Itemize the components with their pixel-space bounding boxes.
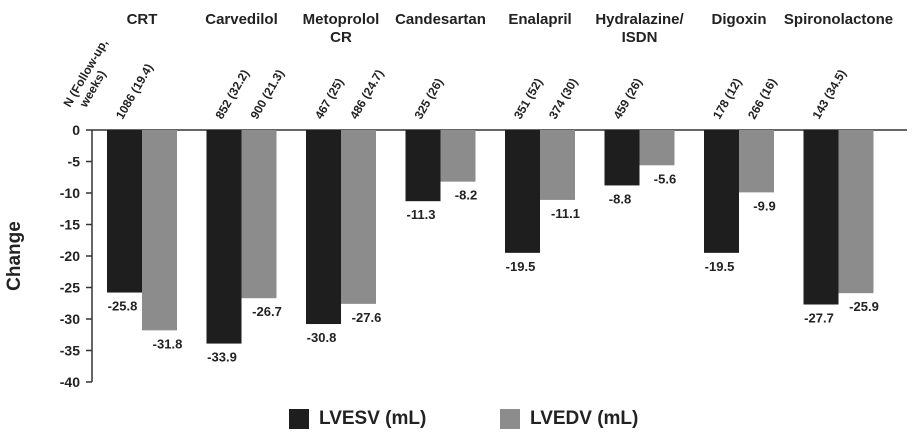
category-label: Candesartan [395, 11, 486, 28]
data-label: -5.6 [654, 171, 676, 186]
bar-lvedv [142, 130, 177, 331]
legend-swatch-lvesv [289, 409, 309, 429]
data-label: -9.9 [753, 198, 775, 213]
category-label: Metoprolol CR [303, 11, 380, 46]
n-label: 351 (52) [511, 76, 545, 122]
n-label: 374 (30) [546, 76, 580, 122]
bar-lvesv [803, 130, 839, 305]
category-label: Carvedilol [205, 11, 278, 28]
category-label: Spironolactone [784, 11, 893, 28]
y-tick-label: -25 [60, 280, 80, 296]
y-tick-label: -5 [68, 154, 81, 170]
category-label: Digoxin [712, 11, 767, 28]
legend-item-lvedv: LVEDV (mL) [500, 408, 638, 430]
y-tick-label: 0 [72, 122, 80, 138]
data-label: -25.9 [849, 299, 879, 314]
bar-lvedv [838, 130, 874, 294]
y-axis-label: Change [4, 221, 25, 291]
bar-lvesv [505, 130, 540, 253]
data-label: -33.9 [207, 350, 237, 365]
bar-lvedv [341, 130, 376, 304]
data-label: -30.8 [307, 330, 337, 345]
bar-lvedv [540, 130, 575, 200]
data-label: -11.3 [407, 207, 436, 222]
y-tick-label: -20 [60, 248, 80, 264]
n-label: 178 (12) [710, 76, 744, 122]
bar-lvesv [206, 130, 242, 344]
y-tick-label: -40 [60, 374, 80, 390]
data-label: -25.8 [108, 299, 138, 314]
category-label: Hydralazine/ISDN [595, 11, 684, 46]
n-label: 143 (34.5) [809, 67, 848, 121]
y-tick-label: -30 [60, 311, 80, 327]
n-label: 467 (25) [312, 76, 346, 122]
n-label: 325 (26) [411, 76, 445, 122]
n-label: 852 (32.2) [212, 67, 251, 121]
data-label: -27.6 [352, 310, 382, 325]
n-label: 266 (16) [745, 76, 779, 122]
y-tick-label: -10 [60, 185, 80, 201]
data-label: -11.1 [551, 206, 580, 221]
data-label: -8.8 [609, 191, 631, 206]
legend: LVESV (mL) LVEDV (mL) [0, 408, 923, 438]
legend-item-lvesv: LVESV (mL) [289, 408, 426, 430]
n-label: 1086 (19.4) [113, 61, 156, 121]
n-label: 900 (21.3) [247, 67, 286, 121]
y-tick-label: -35 [60, 343, 80, 359]
data-label: -8.2 [455, 188, 477, 203]
data-label: -19.5 [506, 259, 536, 274]
data-label: -31.8 [153, 336, 183, 351]
data-label: -19.5 [705, 259, 735, 274]
bar-lvedv [639, 130, 675, 166]
category-label: Enalapril [508, 11, 571, 28]
legend-label-lvesv: LVESV (mL) [319, 408, 427, 429]
bar-lvedv [241, 130, 277, 299]
bar-lvedv [739, 130, 774, 193]
n-label: 459 (26) [610, 76, 644, 122]
bar-lvedv [440, 130, 476, 182]
bar-lvesv [306, 130, 341, 325]
category-label: CRT [127, 11, 158, 28]
data-label: -27.7 [804, 311, 834, 326]
bar-lvesv [604, 130, 640, 186]
y-tick-label: -15 [60, 217, 80, 233]
n-header-label: N (Follow-up,weeks) [60, 37, 122, 117]
bar-lvesv [405, 130, 441, 202]
n-label: 486 (24.7) [347, 67, 386, 121]
legend-label-lvedv: LVEDV (mL) [530, 408, 639, 429]
data-label: -26.7 [252, 304, 282, 319]
bar-lvesv [704, 130, 739, 253]
legend-swatch-lvedv [500, 409, 520, 429]
bar-lvesv [107, 130, 142, 293]
